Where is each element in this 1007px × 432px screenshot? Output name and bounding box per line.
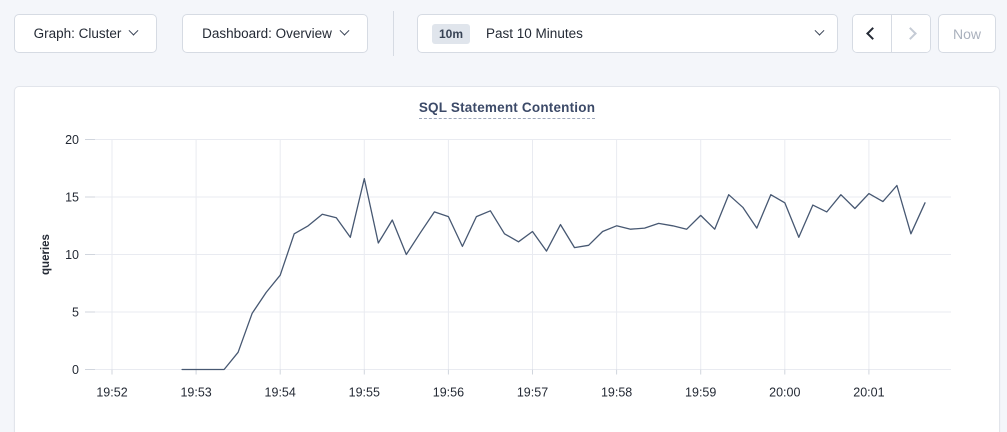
contention-series-line (181, 177, 926, 371)
y-tick-label: 15 (65, 191, 79, 205)
time-range-picker[interactable]: 10m Past 10 Minutes (417, 14, 838, 53)
chevron-down-icon (128, 25, 139, 36)
y-tick-label: 0 (72, 363, 79, 377)
time-nav-group (852, 14, 931, 53)
chevron-left-icon (865, 27, 879, 40)
x-tick-label: 19:59 (685, 386, 716, 400)
x-tick-label: 20:01 (853, 386, 884, 400)
y-tick-label: 20 (65, 133, 79, 147)
y-tick-label: 10 (65, 248, 79, 262)
x-tick-label: 19:53 (180, 386, 211, 400)
x-tick-label: 19:57 (517, 386, 548, 400)
y-tick-label: 5 (72, 306, 79, 320)
nav-divider (891, 15, 892, 52)
x-tick-label: 19:56 (433, 386, 464, 400)
graph-dropdown-label: Graph: Cluster (33, 26, 122, 41)
chevron-right-icon (904, 27, 918, 40)
x-tick-label: 20:00 (769, 386, 800, 400)
now-button[interactable]: Now (938, 14, 996, 53)
chart-title-row: SQL Statement Contention (15, 99, 999, 119)
x-tick-label: 19:54 (265, 386, 296, 400)
chart-title[interactable]: SQL Statement Contention (418, 100, 596, 119)
x-tick-label: 19:55 (349, 386, 380, 400)
y-axis-title: queries (40, 234, 52, 275)
chart-card: SQL Statement Contention 0 5 10 15 20 19:52 19… (14, 86, 1000, 432)
chevron-down-icon (814, 25, 825, 36)
time-forward-button[interactable] (891, 15, 930, 52)
chevron-down-icon (339, 25, 350, 36)
dashboard-dropdown-label: Dashboard: Overview (202, 26, 332, 41)
time-range-badge: 10m (432, 23, 471, 44)
toolbar-divider (393, 11, 394, 56)
dashboard-dropdown[interactable]: Dashboard: Overview (182, 14, 368, 53)
now-button-label: Now (952, 25, 981, 42)
time-back-button[interactable] (853, 15, 892, 52)
x-tick-label: 19:58 (601, 386, 632, 400)
graph-dropdown[interactable]: Graph: Cluster (14, 14, 157, 53)
toolbar: Graph: Cluster Dashboard: Overview 10m P… (0, 0, 1007, 68)
time-range-label: Past 10 Minutes (486, 26, 583, 41)
sql-contention-line-chart[interactable]: 0 5 10 15 20 19:52 19:53 19:54 19:55 19:56 19:57 19… (15, 87, 999, 431)
x-tick-label: 19:52 (96, 386, 127, 400)
